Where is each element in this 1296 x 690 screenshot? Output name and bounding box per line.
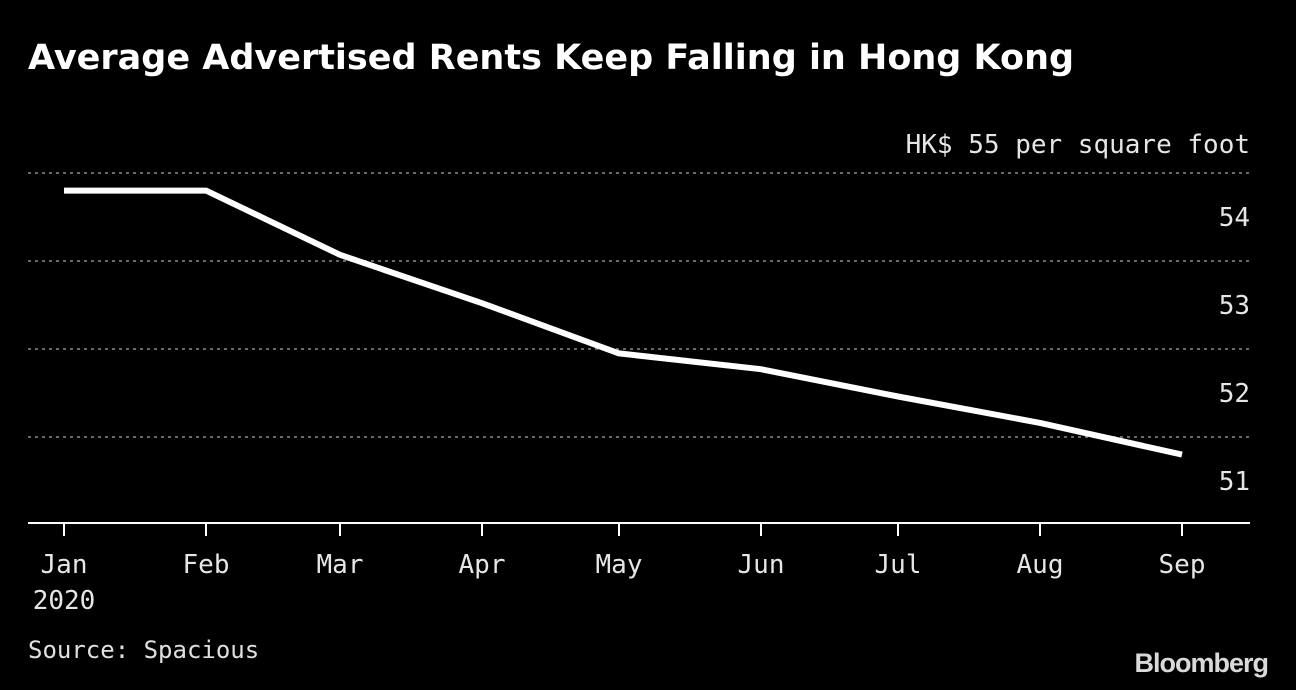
x-tick-label: May <box>596 550 643 580</box>
bloomberg-logo: Bloomberg <box>1134 648 1269 678</box>
x-axis: Jan Feb Mar Apr May Jun Jul Aug Sep <box>41 523 1206 580</box>
y-tick-label: 53 <box>1219 291 1250 321</box>
y-tick-label: 51 <box>1219 467 1250 497</box>
y-axis-labels: 54 53 52 51 <box>1219 203 1250 497</box>
unit-label: HK$ 55 per square foot <box>906 130 1250 160</box>
x-tick-label: Mar <box>317 550 364 580</box>
x-tick-label: Jun <box>738 550 785 580</box>
x-tick-label: Apr <box>459 550 506 580</box>
series-line <box>64 187 1183 458</box>
x-tick-label: Jan <box>41 550 88 580</box>
x-tick-label: Sep <box>1159 550 1206 580</box>
x-tick-label: Feb <box>183 550 230 580</box>
gridlines <box>28 172 1250 438</box>
x-tick-label: Jul <box>875 550 922 580</box>
chart-title: Average Advertised Rents Keep Falling in… <box>28 38 1075 78</box>
source-note: Source: Spacious <box>28 636 260 664</box>
y-tick-label: 54 <box>1219 203 1250 233</box>
x-year-label: 2020 <box>33 586 96 616</box>
y-tick-label: 52 <box>1219 379 1250 409</box>
x-tick-label: Aug <box>1017 550 1064 580</box>
